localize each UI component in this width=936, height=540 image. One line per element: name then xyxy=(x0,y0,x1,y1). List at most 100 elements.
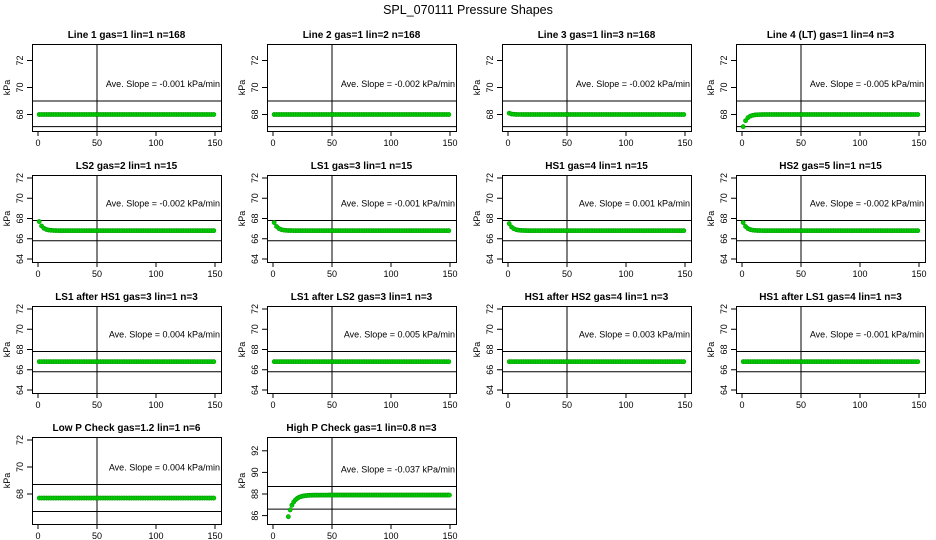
x-tick-label: 150 xyxy=(207,269,222,279)
y-tick-label: 68 xyxy=(15,213,25,223)
data-point xyxy=(681,359,687,365)
data-point xyxy=(446,112,452,117)
x-tick-label: 150 xyxy=(442,138,457,148)
y-axis-label: kPa xyxy=(237,342,247,358)
y-tick-label: 70 xyxy=(485,82,495,92)
data-point xyxy=(211,495,217,501)
y-tick-label: 88 xyxy=(250,489,260,499)
data-point xyxy=(446,359,452,365)
slope-annotation: Ave. Slope = 0.004 kPa/min xyxy=(109,463,220,473)
slope-annotation: Ave. Slope = -0.002 kPa/min xyxy=(576,79,690,89)
x-tick-label: 100 xyxy=(148,531,163,540)
x-tick-label: 100 xyxy=(383,400,398,410)
x-tick-label: 100 xyxy=(618,400,633,410)
y-tick-label: 68 xyxy=(485,109,495,119)
x-tick-label: 0 xyxy=(270,400,275,410)
slope-annotation: Ave. Slope = -0.005 kPa/min xyxy=(810,79,924,89)
slope-annotation: Ave. Slope = -0.001 kPa/min xyxy=(106,79,220,89)
y-tick-label: 64 xyxy=(250,254,260,264)
y-tick-label: 68 xyxy=(719,213,729,223)
panel-title: Line 3 gas=1 lin=3 n=168 xyxy=(538,30,656,41)
chart-panel-7: HS1 gas=4 lin=1 n=15 0 50 100 150 64 66 68 70 72 k… xyxy=(472,161,693,279)
y-tick-label: 64 xyxy=(719,385,729,395)
y-tick-label: 64 xyxy=(485,254,495,264)
x-tick-label: 100 xyxy=(383,531,398,540)
y-tick-label: 68 xyxy=(485,213,495,223)
y-tick-label: 66 xyxy=(485,234,495,244)
x-tick-label: 50 xyxy=(92,269,102,279)
data-point xyxy=(506,221,512,226)
data-point xyxy=(915,112,921,117)
data-point xyxy=(285,514,291,520)
plot-frame xyxy=(736,306,926,394)
x-tick-label: 0 xyxy=(270,269,275,279)
data-point xyxy=(447,492,452,498)
y-axis-label: kPa xyxy=(237,80,247,96)
chart-panels: Line 1 gas=1 lin=1 n=168 0 50 100 150 68 70 72 k… xyxy=(2,30,927,540)
y-tick-label: 68 xyxy=(719,344,729,354)
plot-frame xyxy=(267,44,457,132)
plot-frame xyxy=(502,306,692,394)
x-tick-label: 0 xyxy=(739,400,744,410)
y-tick-label: 72 xyxy=(15,55,25,65)
y-tick-label: 70 xyxy=(485,324,495,334)
y-tick-label: 68 xyxy=(719,109,729,119)
x-tick-label: 100 xyxy=(383,269,398,279)
slope-annotation: Ave. Slope = 0.004 kPa/min xyxy=(109,330,220,340)
x-tick-label: 100 xyxy=(618,138,633,148)
x-tick-label: 150 xyxy=(207,531,222,540)
chart-panel-13: Low P Check gas=1.2 lin=1 n=6 0 50 100 150 68… xyxy=(2,423,223,540)
panel-title: High P Check gas=1 lin=0.8 n=3 xyxy=(286,423,437,434)
data-point xyxy=(271,220,277,225)
x-tick-label: 0 xyxy=(739,269,744,279)
figure-title: SPL_070111 Pressure Shapes xyxy=(383,3,553,17)
x-tick-label: 100 xyxy=(148,138,163,148)
x-tick-label: 100 xyxy=(148,400,163,410)
y-tick-label: 70 xyxy=(485,193,495,203)
y-tick-label: 90 xyxy=(250,467,260,477)
y-tick-label: 66 xyxy=(719,234,729,244)
chart-panel-1: Line 1 gas=1 lin=1 n=168 0 50 100 150 68 70 72 k… xyxy=(2,30,223,148)
x-tick-label: 0 xyxy=(505,400,510,410)
panel-title: HS1 after LS1 gas=4 lin=1 n=3 xyxy=(759,292,902,303)
y-tick-label: 72 xyxy=(719,55,729,65)
plot-frame xyxy=(32,175,222,263)
data-point xyxy=(915,359,921,365)
y-tick-label: 72 xyxy=(250,55,260,65)
chart-panel-11: HS1 after HS2 gas=4 lin=1 n=3 0 50 100 150 64… xyxy=(472,292,693,410)
x-tick-label: 150 xyxy=(442,531,457,540)
chart-panel-10: LS1 after LS2 gas=3 lin=1 n=3 0 50 100 150 64… xyxy=(237,292,458,410)
slope-annotation: Ave. Slope = -0.002 kPa/min xyxy=(810,199,924,209)
y-axis-label: kPa xyxy=(472,342,482,358)
data-point xyxy=(446,228,452,234)
x-tick-label: 150 xyxy=(207,400,222,410)
plot-frame xyxy=(502,175,692,263)
x-tick-label: 50 xyxy=(562,269,572,279)
y-tick-label: 70 xyxy=(250,324,260,334)
x-tick-label: 0 xyxy=(270,531,275,540)
plot-frame xyxy=(502,44,692,132)
y-tick-label: 68 xyxy=(15,489,25,499)
data-point xyxy=(681,112,687,117)
y-tick-label: 70 xyxy=(719,82,729,92)
y-tick-label: 70 xyxy=(15,193,25,203)
y-axis-label: kPa xyxy=(2,473,12,489)
x-tick-label: 100 xyxy=(148,269,163,279)
panel-title: LS1 gas=3 lin=1 n=15 xyxy=(311,161,413,172)
y-axis-label: kPa xyxy=(237,473,247,489)
panel-title: LS1 after LS2 gas=3 lin=1 n=3 xyxy=(291,292,433,303)
y-tick-label: 70 xyxy=(250,193,260,203)
data-point xyxy=(211,359,217,365)
y-tick-label: 64 xyxy=(250,385,260,395)
y-tick-label: 68 xyxy=(250,213,260,223)
x-tick-label: 50 xyxy=(796,138,806,148)
data-point xyxy=(681,228,687,234)
y-tick-label: 66 xyxy=(250,234,260,244)
y-tick-label: 70 xyxy=(719,193,729,203)
panel-title: HS1 gas=4 lin=1 n=15 xyxy=(545,161,648,172)
x-tick-label: 50 xyxy=(327,269,337,279)
y-axis-label: kPa xyxy=(2,342,12,358)
y-axis-label: kPa xyxy=(706,211,716,227)
x-tick-label: 50 xyxy=(327,138,337,148)
